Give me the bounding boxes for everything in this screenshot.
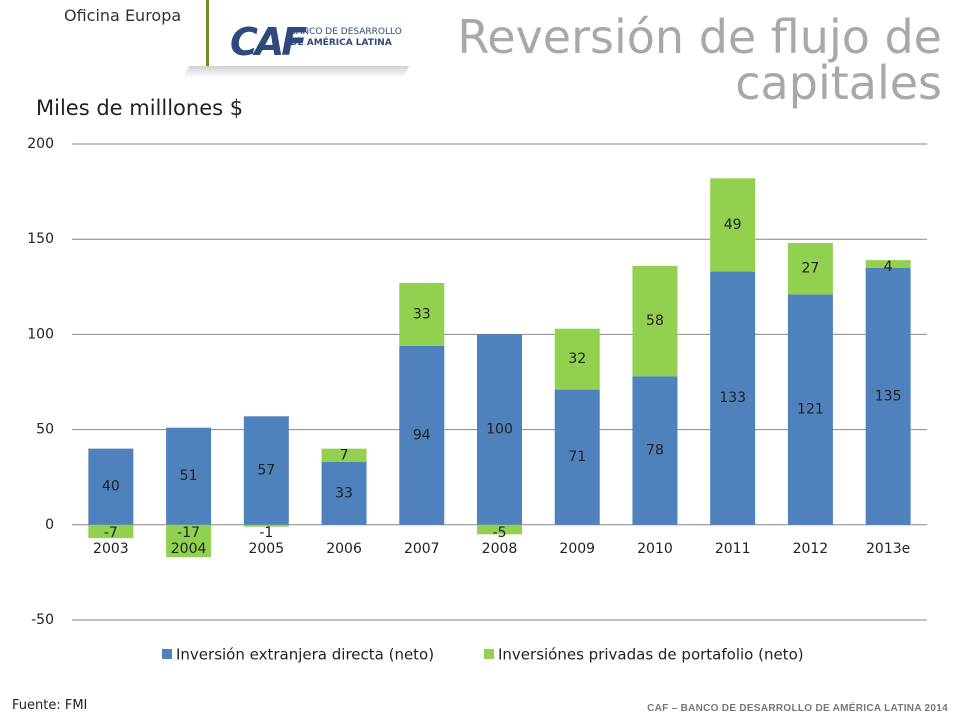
bar-fdi (787, 294, 833, 525)
bar-fdi (554, 389, 600, 525)
bar-portfolio (88, 524, 134, 539)
data-label-fdi: 100 (486, 422, 513, 438)
bar-portfolio (787, 243, 833, 295)
logo-accent-bar (206, 0, 209, 66)
footer-credit: CAF – BANCO DE DESARROLLO DE AMÉRICA LAT… (647, 703, 948, 714)
x-tick-label: 2006 (326, 541, 362, 557)
data-label-portfolio: -17 (177, 525, 200, 541)
y-tick-label: -50 (31, 612, 54, 628)
y-tick-label: 50 (36, 422, 54, 438)
bar-portfolio (243, 524, 289, 527)
x-tick-label: 2009 (559, 541, 595, 557)
data-label-portfolio: 4 (884, 259, 893, 275)
x-tick-label: 2008 (482, 541, 518, 557)
bar-fdi (477, 334, 522, 525)
data-label-fdi: 121 (797, 402, 824, 418)
bar-portfolio (865, 260, 911, 268)
title-line-1: Reversión de flujo de (457, 10, 942, 64)
data-label-fdi: 57 (257, 463, 275, 479)
y-tick-label: 150 (27, 231, 54, 247)
data-label-fdi: 135 (875, 388, 902, 404)
data-label-fdi: 133 (719, 390, 746, 406)
y-tick-label: 100 (27, 326, 54, 342)
legend-fdi-swatch (162, 649, 172, 659)
source-note: Fuente: FMI (12, 698, 88, 713)
x-tick-label: 2011 (715, 541, 751, 557)
legend-fdi-label: Inversión extranjera directa (neto) (176, 646, 434, 664)
data-label-portfolio: -5 (493, 525, 507, 541)
data-label-fdi: 51 (180, 468, 198, 484)
x-tick-label: 2013e (866, 541, 910, 557)
bar-fdi (632, 376, 678, 525)
bar-portfolio (710, 178, 756, 272)
data-label-portfolio: 27 (801, 261, 819, 277)
x-tick-label: 2012 (793, 541, 829, 557)
logo-subtitle: BANCO DE DESARROLLO DE AMÉRICA LATINA (290, 27, 402, 49)
bar-portfolio (632, 265, 678, 377)
data-label-fdi: 33 (335, 485, 353, 501)
bar-portfolio (554, 328, 600, 390)
y-axis-label: Miles de milllones $ (36, 96, 244, 120)
data-label-fdi: 71 (568, 449, 586, 465)
data-label-fdi: 78 (646, 443, 664, 459)
bar-fdi (166, 427, 212, 525)
y-tick-label: 0 (45, 517, 54, 533)
office-label: Oficina Europa (64, 6, 182, 25)
x-tick-label: 2004 (171, 541, 207, 557)
bar-portfolio (477, 524, 522, 535)
title-line-2: capitales (735, 56, 942, 110)
legend-portfolio-label: Inversiónes privadas de portafolio (neto… (498, 646, 804, 664)
logo-line-1: BANCO DE DESARROLLO (290, 27, 402, 37)
data-label-portfolio: 49 (724, 217, 742, 233)
page-title: Reversión de flujo de capitales (457, 14, 942, 106)
bar-portfolio (399, 282, 445, 346)
y-tick-label: 200 (27, 136, 54, 152)
data-label-portfolio: -1 (259, 525, 273, 541)
data-label-fdi: 40 (102, 479, 120, 495)
legend-portfolio-swatch (484, 649, 494, 659)
bar-portfolio (321, 448, 367, 462)
data-label-portfolio: 58 (646, 313, 664, 329)
x-tick-label: 2010 (637, 541, 673, 557)
bar-fdi (399, 345, 445, 525)
data-label-portfolio: 7 (340, 448, 349, 464)
bar-fdi (88, 448, 134, 525)
x-tick-label: 2005 (248, 541, 284, 557)
data-label-fdi: 94 (413, 427, 431, 443)
bar-fdi (321, 461, 367, 525)
logo-mark: CAF (230, 20, 307, 64)
bar-portfolio (166, 524, 212, 558)
data-label-portfolio: -7 (104, 525, 118, 541)
x-tick-label: 2003 (93, 541, 129, 557)
data-label-portfolio: 33 (413, 306, 431, 322)
logo-line-2: DE AMÉRICA LATINA (290, 38, 392, 48)
bar-fdi (243, 416, 289, 525)
bar-fdi (865, 267, 911, 525)
x-tick-label: 2007 (404, 541, 440, 557)
data-label-portfolio: 32 (568, 351, 586, 367)
bar-fdi (710, 271, 756, 525)
caf-logo: CAF BANCO DE DESARROLLO DE AMÉRICA LATIN… (182, 0, 410, 80)
